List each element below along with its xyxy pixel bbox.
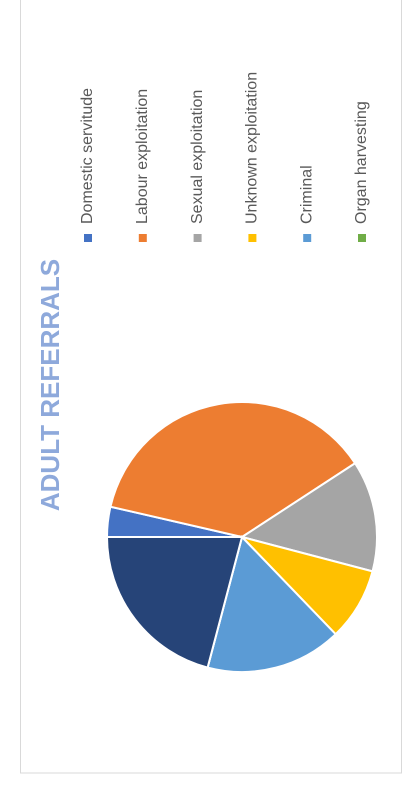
legend-label: Domestic servitude [79, 88, 96, 224]
legend-swatch [358, 234, 366, 242]
chart-title: ADULT REFERRALS [35, 259, 65, 511]
pie-slice [105, 536, 244, 669]
legend-label: Criminal [298, 165, 315, 224]
legend-swatch [248, 234, 257, 242]
legend-label: Sexual exploitation [189, 90, 206, 224]
pie-slice [109, 401, 357, 539]
legend-swatch [138, 234, 147, 242]
legend-swatch [303, 234, 312, 242]
legend-label: Unknown exploitation [244, 72, 261, 224]
legend-label: Labour exploitation [134, 89, 151, 224]
pie-slice [206, 535, 338, 673]
pie-slice [239, 461, 378, 573]
legend-label: Organ harvesting [353, 101, 370, 224]
legend-swatch [193, 234, 202, 242]
legend-swatch [84, 234, 92, 242]
